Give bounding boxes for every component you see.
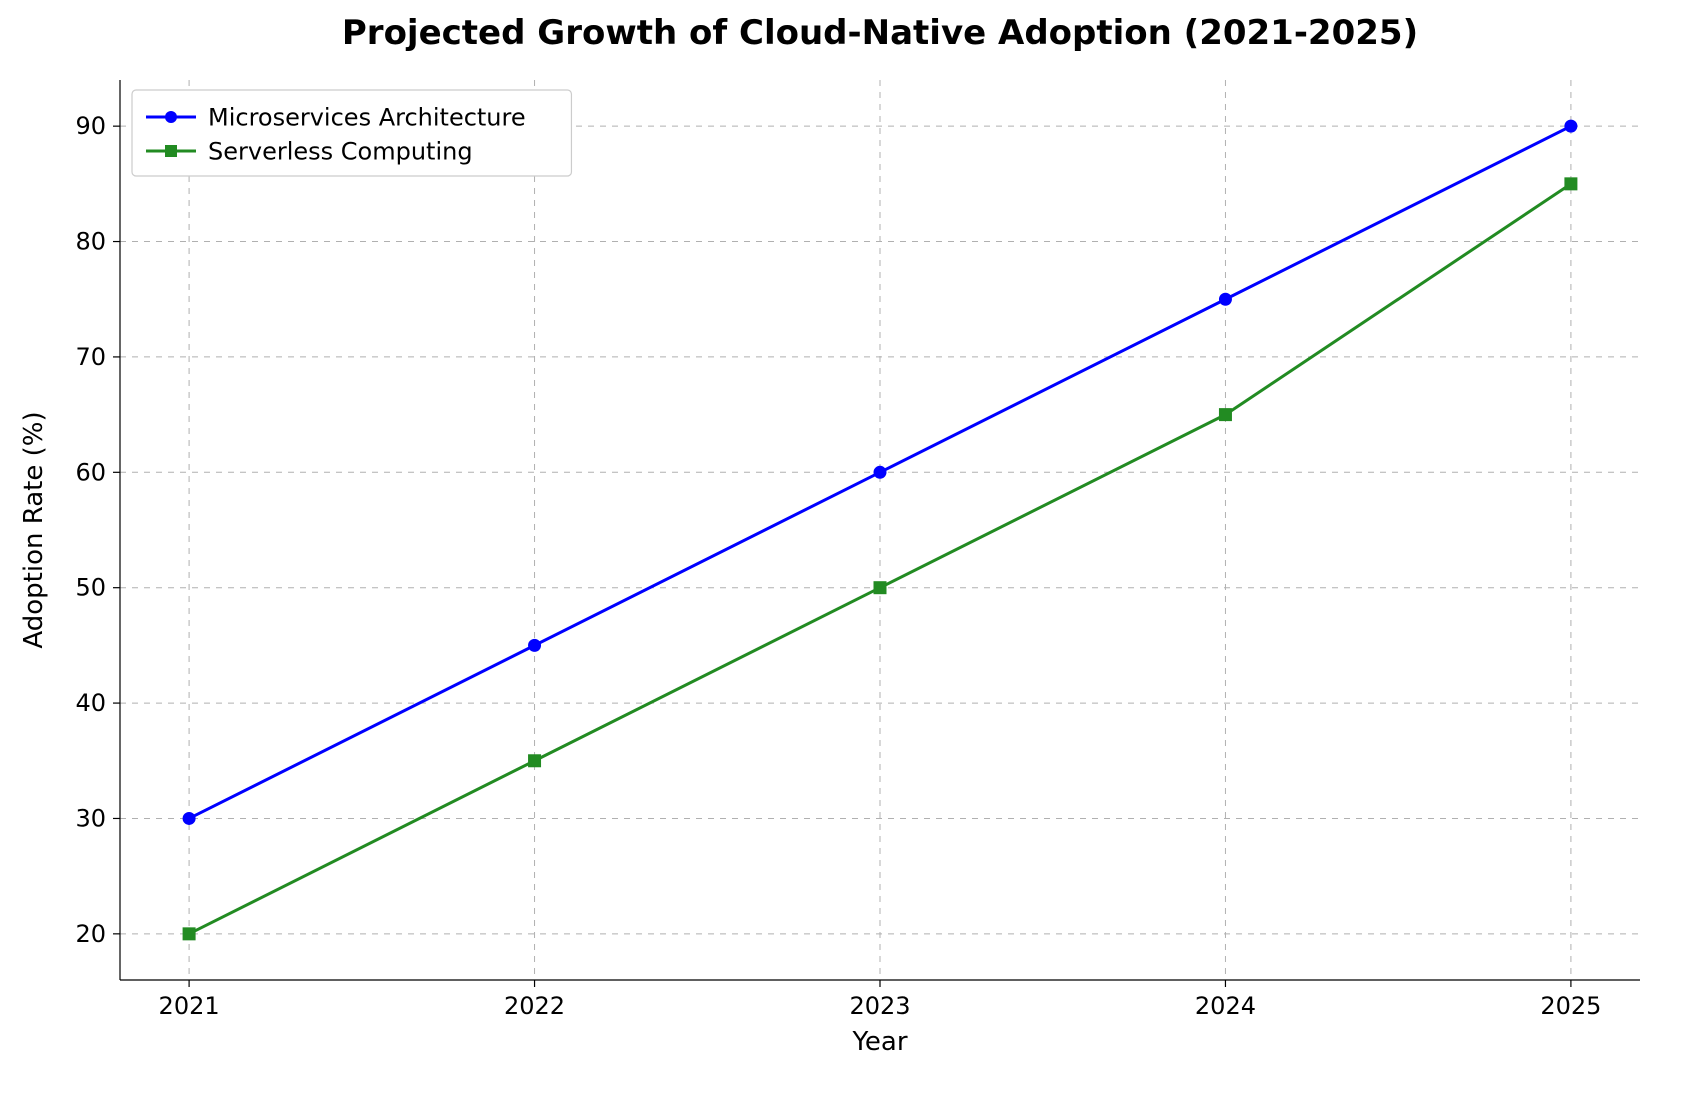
y-tick-label: 50 [75,574,106,602]
y-tick-label: 70 [75,343,106,371]
series-marker [874,582,886,594]
y-tick-label: 30 [75,804,106,832]
series-marker [874,466,886,478]
series-marker [183,928,195,940]
x-tick-label: 2022 [504,992,565,1020]
chart-grid [120,80,1640,980]
chart-title: Projected Growth of Cloud-Native Adoptio… [342,13,1418,53]
y-tick-labels: 20 30 40 50 60 70 80 90 [75,112,120,948]
x-tick-labels: 2021 2022 2023 2024 2025 [159,980,1602,1020]
x-tick-label: 2025 [1540,992,1601,1020]
series-marker [1219,293,1231,305]
chart-legend: Microservices Architecture Serverless Com… [132,90,571,176]
x-tick-label: 2021 [159,992,220,1020]
y-axis-label: Adoption Rate (%) [19,411,49,648]
legend-sample-marker [165,111,177,123]
y-tick-label: 40 [75,689,106,717]
x-tick-label: 2024 [1195,992,1256,1020]
series-marker [529,639,541,651]
y-tick-label: 60 [75,458,106,486]
x-axis-label: Year [851,1027,907,1057]
legend-label: Microservices Architecture [208,103,526,131]
series-marker [529,755,541,767]
series-marker [183,812,195,824]
series-marker [1565,178,1577,190]
x-tick-label: 2023 [849,992,910,1020]
line-chart: Projected Growth of Cloud-Native Adoptio… [0,0,1686,1101]
legend-label: Serverless Computing [208,137,473,165]
y-tick-label: 90 [75,112,106,140]
legend-sample-marker [165,145,177,157]
series-marker [1219,409,1231,421]
series-marker [1565,120,1577,132]
y-tick-label: 80 [75,228,106,256]
y-tick-label: 20 [75,920,106,948]
